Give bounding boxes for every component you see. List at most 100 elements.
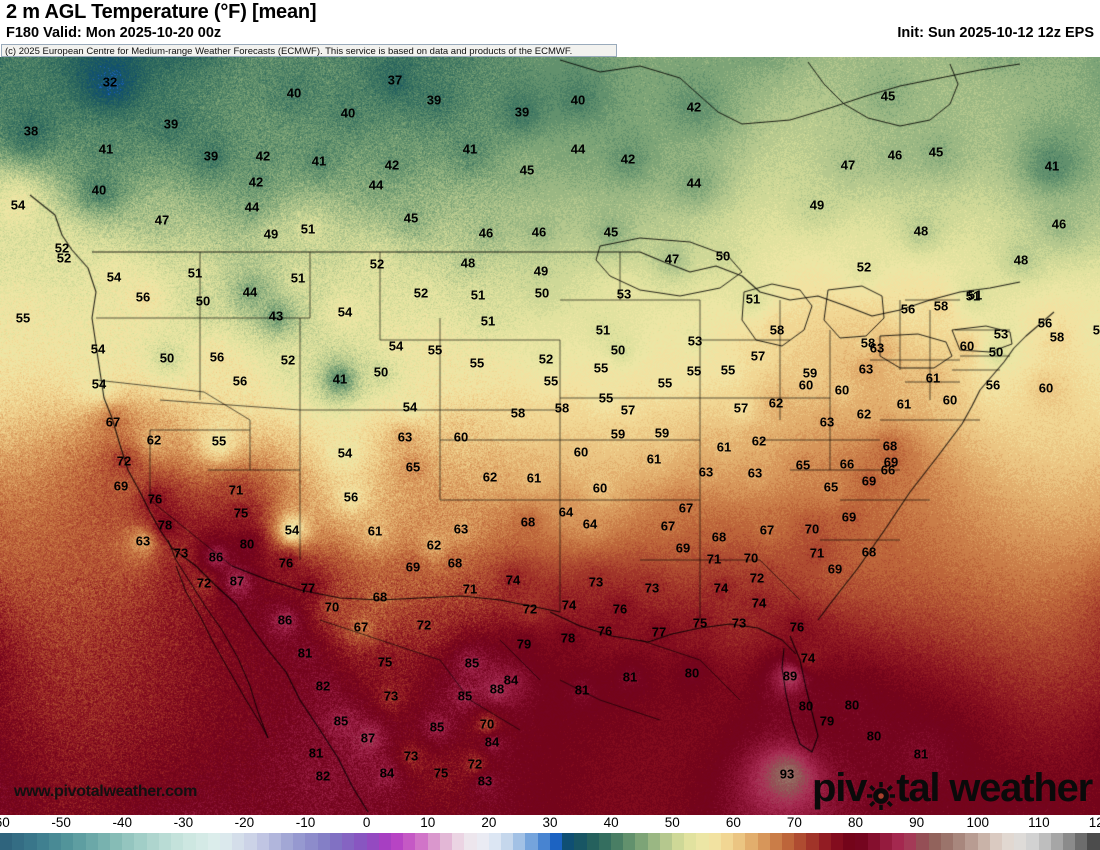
colorbar-swatch bbox=[439, 833, 453, 850]
colorbar-swatch bbox=[1050, 833, 1064, 850]
colorbar-tick: 0 bbox=[362, 815, 371, 830]
colorbar-swatch bbox=[953, 833, 966, 850]
colorbar-tick-labels: -60 -50 -40 -30 -20 -10 0 10 20 30 40 50 60 70 80 90 100… bbox=[0, 815, 1100, 833]
colorbar-swatch bbox=[403, 833, 416, 850]
colorbar-tick: 100 bbox=[966, 815, 990, 830]
map-header: 2 m AGL Temperature (°F) [mean] F180 Val… bbox=[0, 0, 1100, 44]
colorbar-swatch bbox=[219, 833, 233, 850]
colorbar-tick: 20 bbox=[481, 815, 497, 830]
colorbar-swatch bbox=[329, 833, 343, 850]
colorbar-swatch bbox=[855, 833, 868, 850]
colorbar-swatch bbox=[146, 833, 159, 850]
colorbar-swatch bbox=[806, 833, 819, 850]
colorbar-tick: 90 bbox=[909, 815, 925, 830]
colorbar-swatch bbox=[916, 833, 929, 850]
colorbar-swatch bbox=[109, 833, 123, 850]
colorbar-tick: 30 bbox=[542, 815, 558, 830]
colorbar-swatch bbox=[562, 833, 575, 850]
colorbar-swatch bbox=[195, 833, 208, 850]
colorbar-swatch bbox=[989, 833, 1002, 850]
colorbar-swatch bbox=[525, 833, 538, 850]
colorbar-swatch bbox=[672, 833, 685, 850]
colorbar-tick: 110 bbox=[1028, 815, 1050, 830]
colorbar-swatch bbox=[183, 833, 196, 850]
gear-icon bbox=[867, 775, 896, 810]
colorbar-swatch bbox=[733, 833, 746, 850]
colorbar-swatch bbox=[268, 833, 282, 850]
colorbar-swatch bbox=[891, 833, 905, 850]
colorbar-swatch bbox=[317, 833, 330, 850]
colorbar-swatch bbox=[305, 833, 318, 850]
colorbar-swatch bbox=[1026, 833, 1039, 850]
colorbar-tick: 120 bbox=[1088, 815, 1100, 830]
colorbar-swatch bbox=[928, 833, 941, 850]
colorbar-swatch bbox=[415, 833, 428, 850]
colorbar-swatch bbox=[720, 833, 734, 850]
temperature-heatmap-canvas bbox=[0, 57, 1100, 815]
colorbar[interactable]: -60 -50 -40 -30 -20 -10 0 10 20 30 40 50 60 70 80 90 100… bbox=[0, 815, 1100, 850]
colorbar-swatch bbox=[85, 833, 98, 850]
ecmwf-attribution: (c) 2025 European Centre for Medium-rang… bbox=[1, 44, 617, 57]
colorbar-swatch bbox=[1014, 833, 1027, 850]
colorbar-swatch bbox=[134, 833, 147, 850]
init-time-label: Init: Sun 2025-10-12 12z EPS bbox=[897, 25, 1094, 41]
colorbar-swatch bbox=[659, 833, 673, 850]
colorbar-swatch bbox=[500, 833, 514, 850]
colorbar-swatch bbox=[537, 833, 550, 850]
colorbar-tick: -40 bbox=[112, 815, 132, 830]
colorbar-swatch bbox=[782, 833, 795, 850]
colorbar-tick: 80 bbox=[848, 815, 864, 830]
colorbar-swatch bbox=[427, 833, 440, 850]
colorbar-swatch bbox=[342, 833, 355, 850]
colorbar-swatch bbox=[0, 833, 13, 850]
colorbar-swatch bbox=[488, 833, 501, 850]
colorbar-tick: 10 bbox=[420, 815, 436, 830]
temperature-map[interactable]: 32 40 37 40 39 39 40 42 45 38 39 41 39 42 41 42 41 45 44 42… bbox=[0, 57, 1100, 815]
colorbar-swatch bbox=[513, 833, 526, 850]
colorbar-tick: 70 bbox=[786, 815, 802, 830]
colorbar-swatch bbox=[354, 833, 367, 850]
colorbar-swatch bbox=[745, 833, 758, 850]
colorbar-tick: -20 bbox=[234, 815, 255, 830]
colorbar-swatch bbox=[366, 833, 379, 850]
pivotal-weather-logo: piv bbox=[812, 766, 1093, 811]
page-title: 2 m AGL Temperature (°F) [mean] bbox=[6, 1, 317, 23]
site-url-watermark: www.pivotalweather.com bbox=[14, 783, 198, 800]
colorbar-swatch bbox=[610, 833, 624, 850]
colorbar-swatch bbox=[684, 833, 697, 850]
colorbar-swatch bbox=[171, 833, 184, 850]
colorbar-swatch bbox=[830, 833, 844, 850]
colorbar-swatch bbox=[452, 833, 465, 850]
colorbar-swatch bbox=[391, 833, 404, 850]
colorbar-swatch bbox=[977, 833, 990, 850]
colorbar-swatch bbox=[586, 833, 599, 850]
colorbar-swatch bbox=[12, 833, 25, 850]
colorbar-swatch bbox=[1075, 833, 1088, 850]
colorbar-swatch bbox=[843, 833, 856, 850]
colorbar-swatch bbox=[207, 833, 220, 850]
colorbar-swatch bbox=[1001, 833, 1015, 850]
colorbar-swatch bbox=[818, 833, 831, 850]
colorbar-swatch bbox=[549, 833, 563, 850]
colorbar-tick: -60 bbox=[0, 815, 10, 830]
colorbar-swatch bbox=[904, 833, 917, 850]
colorbar-tick: -30 bbox=[173, 815, 194, 830]
colorbar-tick: 40 bbox=[603, 815, 619, 830]
colorbar-swatch bbox=[48, 833, 62, 850]
colorbar-swatch bbox=[647, 833, 660, 850]
colorbar-swatch bbox=[36, 833, 49, 850]
colorbar-swatch bbox=[244, 833, 257, 850]
colorbar-swatch bbox=[696, 833, 709, 850]
colorbar-swatch bbox=[97, 833, 110, 850]
colorbar-tick: -10 bbox=[295, 815, 316, 830]
brand-text-part2: tal weather bbox=[896, 766, 1093, 810]
colorbar-swatch bbox=[965, 833, 978, 850]
colorbar-swatch bbox=[598, 833, 611, 850]
colorbar-swatch bbox=[122, 833, 135, 850]
colorbar-swatch bbox=[256, 833, 269, 850]
brand-text-part1: piv bbox=[812, 766, 867, 810]
colorbar-swatch bbox=[61, 833, 74, 850]
colorbar-swatch bbox=[232, 833, 245, 850]
colorbar-swatch bbox=[24, 833, 37, 850]
